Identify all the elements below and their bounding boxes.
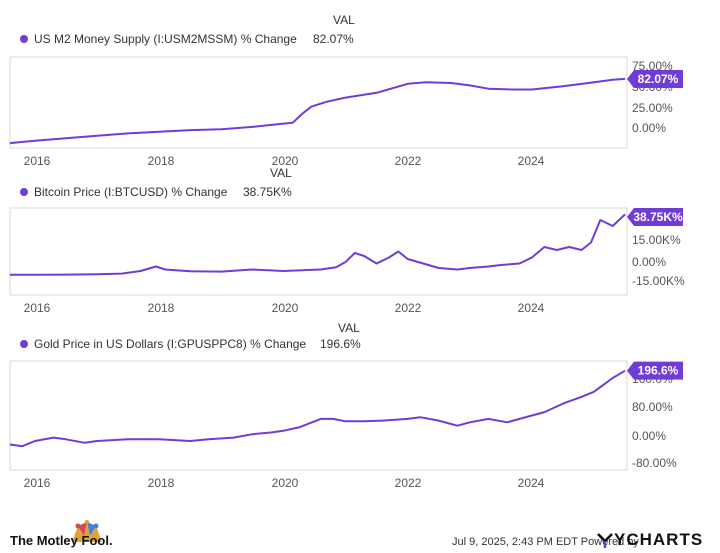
legend-label-3: Gold Price in US Dollars (I:GPUSPPC8) % … bbox=[34, 337, 307, 351]
series-line-2 bbox=[10, 213, 626, 276]
end-value-badge-3 bbox=[627, 361, 683, 380]
ycharts-logo: YCHARTS bbox=[614, 530, 704, 549]
plot-frame-3 bbox=[9, 360, 628, 471]
x-tick-label: 2016 bbox=[24, 154, 51, 168]
plot-frame-1 bbox=[9, 56, 628, 149]
x-tick-label: 2024 bbox=[518, 476, 545, 490]
y-tick-label: 75.00% bbox=[632, 59, 673, 73]
x-tick-label: 2022 bbox=[395, 301, 422, 315]
x-tick-label: 2020 bbox=[272, 154, 299, 168]
y-tick-label: 0.00% bbox=[632, 429, 666, 443]
x-tick-label: 2018 bbox=[148, 476, 175, 490]
x-tick-label: 2024 bbox=[518, 301, 545, 315]
legend-value-2: 38.75K% bbox=[243, 185, 292, 199]
legend-label-1: US M2 Money Supply (I:USM2MSSM) % Change bbox=[34, 32, 297, 46]
legend-dot-2 bbox=[20, 188, 28, 196]
legend-label-2: Bitcoin Price (I:BTCUSD) % Change bbox=[34, 185, 228, 199]
y-tick-label: 15.00K% bbox=[632, 233, 681, 247]
legend-value-3: 196.6% bbox=[320, 337, 361, 351]
motley-fool-jester-icon bbox=[72, 520, 102, 542]
end-value-badge-2 bbox=[627, 208, 683, 226]
x-tick-label: 2024 bbox=[518, 154, 545, 168]
legend-dot-3 bbox=[20, 340, 28, 348]
footer-timestamp: Jul 9, 2025, 2:43 PM EDT Powered by bbox=[452, 536, 639, 548]
series-line-3 bbox=[9, 369, 626, 448]
val-header-1: VAL bbox=[333, 13, 355, 27]
y-tick-label: 0.00% bbox=[632, 255, 666, 269]
x-tick-label: 2020 bbox=[272, 476, 299, 490]
plot-frame-2 bbox=[9, 207, 628, 296]
x-tick-label: 2016 bbox=[24, 301, 51, 315]
end-value-badge-1 bbox=[627, 69, 683, 88]
end-value-label: 38.75K% bbox=[633, 210, 683, 224]
x-tick-label: 2016 bbox=[24, 476, 51, 490]
y-tick-label: 25.00% bbox=[632, 101, 673, 115]
motley-fool-logo: The Motley Fool. bbox=[10, 533, 113, 548]
y-tick-label: 0.00% bbox=[632, 121, 666, 135]
y-tick-label: -15.00K% bbox=[632, 274, 685, 288]
x-tick-label: 2018 bbox=[148, 154, 175, 168]
series-line-1 bbox=[9, 77, 626, 145]
x-tick-label: 2020 bbox=[272, 301, 299, 315]
legend-dot-1 bbox=[20, 35, 28, 43]
y-tick-label: -80.00% bbox=[632, 456, 677, 470]
y-tick-label: 80.00% bbox=[632, 400, 673, 414]
ycharts-logo-icon bbox=[597, 533, 613, 548]
val-header-2: VAL bbox=[270, 166, 292, 180]
end-value-label: 82.07% bbox=[638, 72, 679, 86]
x-tick-label: 2022 bbox=[395, 476, 422, 490]
x-tick-label: 2018 bbox=[148, 301, 175, 315]
end-value-label: 196.6% bbox=[638, 364, 679, 378]
x-tick-label: 2022 bbox=[395, 154, 422, 168]
legend-value-1: 82.07% bbox=[313, 32, 354, 46]
val-header-3: VAL bbox=[338, 321, 360, 335]
